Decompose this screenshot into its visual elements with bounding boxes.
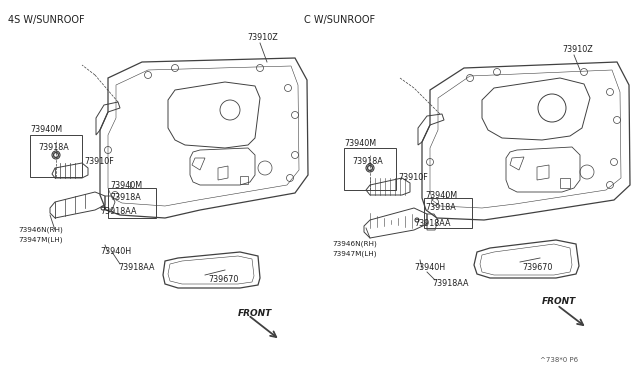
Text: 739670: 739670 — [522, 263, 552, 273]
Text: 73918A: 73918A — [352, 157, 383, 167]
Text: 73940H: 73940H — [100, 247, 131, 257]
Text: 73910F: 73910F — [84, 157, 114, 166]
Text: 73918A: 73918A — [110, 193, 141, 202]
Text: 73918AA: 73918AA — [100, 208, 136, 217]
Text: FRONT: FRONT — [238, 308, 272, 317]
Text: 73910Z: 73910Z — [247, 33, 278, 42]
Text: 73946N(RH): 73946N(RH) — [18, 227, 63, 233]
Text: 4S W/SUNROOF: 4S W/SUNROOF — [8, 15, 84, 25]
Text: 73918A: 73918A — [38, 144, 68, 153]
Text: 73940M: 73940M — [30, 125, 62, 135]
Text: 73946N(RH): 73946N(RH) — [332, 241, 377, 247]
Text: 73918AA: 73918AA — [432, 279, 468, 289]
Text: 73940M: 73940M — [344, 138, 376, 148]
Text: 73918A: 73918A — [425, 203, 456, 212]
Text: 73947M(LH): 73947M(LH) — [18, 237, 63, 243]
Text: ^738*0 P6: ^738*0 P6 — [540, 357, 578, 363]
Text: 73940M: 73940M — [425, 190, 457, 199]
Text: 73910Z: 73910Z — [562, 45, 593, 55]
Text: 73918AA: 73918AA — [414, 219, 451, 228]
Text: FRONT: FRONT — [542, 298, 576, 307]
Text: 73940H: 73940H — [414, 263, 445, 273]
Text: 73910F: 73910F — [398, 173, 428, 183]
Text: 739670: 739670 — [208, 276, 238, 285]
Text: 73918AA: 73918AA — [118, 263, 154, 273]
Text: 73947M(LH): 73947M(LH) — [332, 251, 376, 257]
Text: 73940M: 73940M — [110, 180, 142, 189]
Text: C W/SUNROOF: C W/SUNROOF — [304, 15, 375, 25]
